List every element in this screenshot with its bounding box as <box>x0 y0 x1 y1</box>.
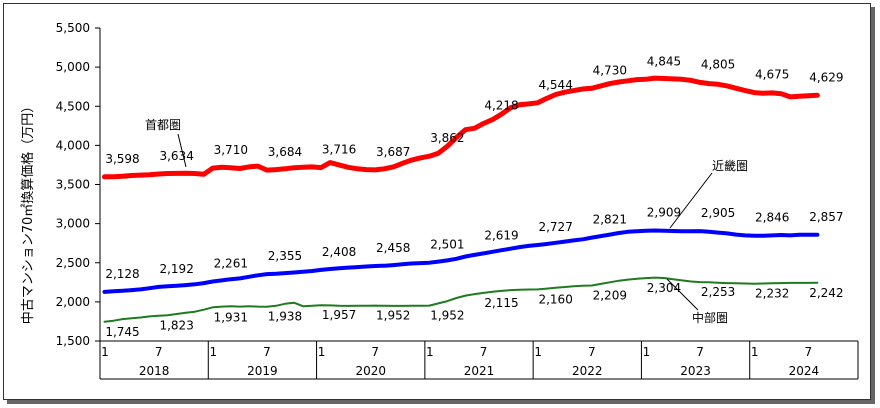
chart-frame <box>3 3 871 400</box>
data-label: 2,619 <box>484 228 518 242</box>
data-label: 1,823 <box>159 319 193 333</box>
month-tick-label: 7 <box>588 345 596 359</box>
y-axis-label: 中古マンション70㎡換算価格（万円） <box>20 100 36 325</box>
series-name-label: 近畿圏 <box>712 159 748 173</box>
data-label: 3,634 <box>159 149 193 163</box>
y-tick-label: 3,000 <box>56 217 90 231</box>
series-line <box>102 228 820 294</box>
month-tick-label: 7 <box>371 345 379 359</box>
y-tick-label: 5,500 <box>56 21 90 35</box>
data-label: 1,952 <box>376 309 410 323</box>
annotation-leader <box>177 133 187 168</box>
data-label: 3,862 <box>430 131 464 145</box>
series-name-label: 中部圏 <box>692 310 728 325</box>
data-label: 1,952 <box>430 309 464 323</box>
month-tick-label: 1 <box>318 345 326 359</box>
data-label: 2,408 <box>322 245 356 259</box>
data-label: 2,253 <box>701 285 735 299</box>
data-label: 2,242 <box>809 286 843 300</box>
data-label: 2,458 <box>376 241 410 255</box>
annotation-leader <box>669 172 713 229</box>
data-label: 2,192 <box>159 262 193 276</box>
data-label: 4,805 <box>701 57 735 71</box>
y-tick-label: 2,000 <box>56 295 90 309</box>
data-label: 1,957 <box>322 308 356 322</box>
data-label: 2,115 <box>484 296 518 310</box>
data-label: 2,261 <box>214 256 248 270</box>
data-label: 2,846 <box>755 211 789 225</box>
year-label: 2023 <box>680 364 711 378</box>
data-label: 4,218 <box>484 98 518 112</box>
month-tick-label: 7 <box>805 345 813 359</box>
data-label: 2,501 <box>430 238 464 252</box>
axes: 1,500 2,000 2,500 3,000 3,500 4,000 4,500 5,000… <box>56 21 859 380</box>
data-label: 2,727 <box>538 220 572 234</box>
data-label: 2,821 <box>593 213 627 227</box>
series-line <box>102 75 820 180</box>
month-tick-label: 7 <box>696 345 704 359</box>
year-label: 2021 <box>464 364 495 378</box>
month-tick-label: 1 <box>534 345 542 359</box>
series-line <box>103 276 819 323</box>
data-label: 3,598 <box>105 152 139 166</box>
data-label: 2,209 <box>593 289 627 303</box>
data-label: 2,160 <box>538 292 572 306</box>
annotation-leader <box>666 278 699 311</box>
data-label: 1,745 <box>105 325 139 339</box>
data-label: 4,629 <box>809 71 843 85</box>
month-tick-label: 7 <box>263 345 271 359</box>
series-name-label: 首都圏 <box>145 118 181 132</box>
month-tick-label: 1 <box>426 345 434 359</box>
data-labels: 3,598 3,634 3,710 3,684 3,716 3,687 3,862 4,218… <box>105 54 843 339</box>
data-label: 4,730 <box>593 63 627 77</box>
data-label: 4,845 <box>647 54 681 68</box>
month-tick-label: 1 <box>751 345 759 359</box>
year-label: 2022 <box>572 364 603 378</box>
data-label: 2,355 <box>268 249 302 263</box>
y-tick-label: 1,500 <box>56 334 90 348</box>
data-label: 1,938 <box>268 310 302 324</box>
month-tick-label: 7 <box>155 345 163 359</box>
data-label: 3,684 <box>268 145 302 159</box>
month-tick-label: 1 <box>643 345 651 359</box>
y-tick-label: 2,500 <box>56 256 90 270</box>
data-label: 2,909 <box>647 206 681 220</box>
year-label: 2024 <box>789 364 820 378</box>
y-tick-label: 4,500 <box>56 99 90 113</box>
month-tick-label: 1 <box>101 345 109 359</box>
data-label: 2,128 <box>105 267 139 281</box>
data-label: 3,687 <box>376 145 410 159</box>
data-label: 1,931 <box>214 310 248 324</box>
data-label: 3,710 <box>214 143 248 157</box>
data-label: 3,716 <box>322 143 356 157</box>
data-label: 2,905 <box>701 206 735 220</box>
y-tick-label: 3,500 <box>56 178 90 192</box>
year-label: 2018 <box>139 364 170 378</box>
year-label: 2019 <box>247 364 278 378</box>
data-label: 4,544 <box>538 78 572 92</box>
month-tick-label: 7 <box>480 345 488 359</box>
year-label: 2020 <box>355 364 386 378</box>
series-lines <box>102 75 820 323</box>
data-label: 2,857 <box>809 210 843 224</box>
month-tick-label: 1 <box>209 345 217 359</box>
data-label: 2,232 <box>755 287 789 301</box>
data-label: 4,675 <box>755 68 789 82</box>
y-tick-label: 4,000 <box>56 138 90 152</box>
y-tick-label: 5,000 <box>56 60 90 74</box>
